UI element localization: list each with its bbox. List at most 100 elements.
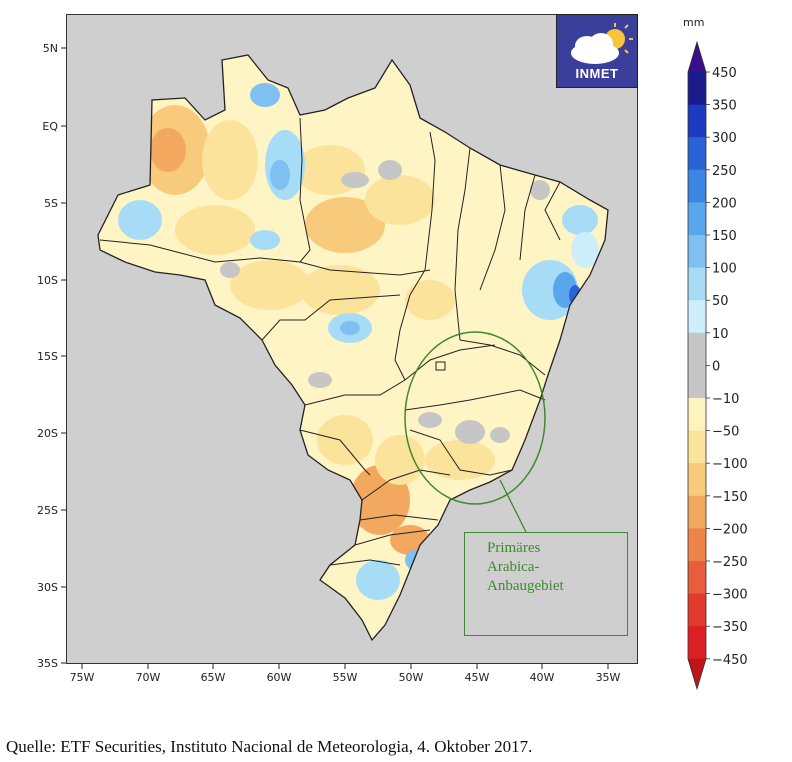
lat-label: 30S	[37, 581, 58, 594]
legend-label: −350	[712, 620, 748, 635]
legend-colorbar	[687, 40, 707, 691]
legend-swatch	[688, 332, 706, 366]
brazil-landmass	[98, 55, 608, 640]
legend-label: −200	[712, 522, 748, 537]
lon-label: 40W	[530, 671, 555, 684]
lon-label: 50W	[399, 671, 424, 684]
anomaly-blob	[378, 160, 402, 180]
anomaly-blob	[202, 120, 258, 200]
coffee-region-circle	[404, 331, 546, 505]
legend-swatch	[688, 104, 706, 138]
anomaly-blob	[455, 420, 485, 444]
anomaly-blob	[317, 415, 373, 465]
legend-label: −50	[712, 425, 739, 440]
legend-label: −250	[712, 555, 748, 570]
lat-label: 5N	[43, 42, 58, 55]
legend-label: 0	[712, 359, 720, 374]
legend-swatch	[688, 365, 706, 399]
lat-label: 25S	[37, 504, 58, 517]
anomaly-blob	[220, 262, 240, 278]
legend-swatch	[688, 463, 706, 497]
source-caption: Quelle: ETF Securities, Instituto Nacion…	[6, 737, 533, 756]
legend-label: −100	[712, 457, 748, 472]
legend-swatch	[688, 561, 706, 595]
anomaly-blob	[308, 372, 332, 388]
lon-label: 55W	[333, 671, 358, 684]
anomaly-blob	[405, 550, 425, 570]
legend-label: 10	[712, 327, 729, 342]
anomaly-blob	[356, 560, 400, 600]
lat-axis	[61, 47, 66, 664]
legend-label: 300	[712, 131, 737, 146]
anomaly-blob	[150, 128, 186, 172]
federal-district-marker	[435, 361, 446, 371]
legend-label: 200	[712, 196, 737, 211]
precipitation-field	[118, 83, 599, 600]
legend-label: 150	[712, 229, 737, 244]
anomaly-blob	[340, 321, 360, 335]
anomaly-blob	[230, 260, 310, 310]
anomaly-blob	[530, 180, 550, 200]
legend-label: 100	[712, 262, 737, 277]
legend-label: −300	[712, 588, 748, 603]
legend-swatch	[688, 593, 706, 627]
anomaly-blob	[175, 205, 255, 255]
anomaly-blob	[305, 197, 385, 253]
lat-label: 15S	[37, 350, 58, 363]
anomaly-blob	[569, 285, 581, 305]
logo-text: INMET	[575, 66, 619, 81]
anomaly-blob	[341, 172, 369, 188]
legend-unit: mm	[683, 16, 705, 29]
anomaly-blob	[405, 280, 455, 320]
legend-swatch	[688, 528, 706, 562]
legend-swatch	[688, 430, 706, 464]
anomaly-blob	[562, 205, 598, 235]
annotation-box: Primäres Arabica- Anbaugebiet	[464, 532, 628, 636]
legend-swatch	[688, 42, 706, 72]
lon-label: 65W	[201, 671, 226, 684]
legend-swatch	[688, 72, 706, 106]
anomaly-blob	[375, 435, 425, 485]
legend-label: −150	[712, 490, 748, 505]
legend-label: −10	[712, 392, 739, 407]
legend-labels: 45035030025020015010050100−10−50−100−150…	[706, 66, 748, 668]
lon-label: 45W	[465, 671, 490, 684]
legend-label: −450	[712, 653, 748, 668]
legend-label: 350	[712, 99, 737, 114]
legend-swatch	[688, 495, 706, 529]
lon-axis	[81, 664, 609, 669]
anomaly-blob	[425, 440, 495, 480]
annotation-leader-line	[499, 479, 527, 533]
cloud-sun-icon	[571, 23, 633, 64]
anomaly-blob	[250, 83, 280, 107]
lat-label: 35S	[37, 657, 58, 670]
lon-label: 70W	[136, 671, 161, 684]
anomaly-blob	[118, 200, 162, 240]
legend-swatch	[688, 137, 706, 171]
legend-label: 50	[712, 294, 729, 309]
anomaly-blob	[365, 175, 435, 225]
annotation-text: Primäres Arabica- Anbaugebiet	[487, 540, 564, 594]
anomaly-blob	[250, 230, 280, 250]
anomaly-blob	[270, 160, 290, 190]
lon-label: 75W	[70, 671, 95, 684]
anomaly-blob	[571, 232, 599, 268]
anomaly-blob	[490, 427, 510, 443]
legend-label: 250	[712, 164, 737, 179]
legend-swatch	[688, 267, 706, 301]
legend-swatch	[688, 202, 706, 236]
lon-label: 60W	[267, 671, 292, 684]
state-boundaries	[99, 117, 561, 566]
legend-swatch	[688, 300, 706, 334]
lat-label: EQ	[42, 120, 58, 133]
legend-label: 450	[712, 66, 737, 81]
anomaly-blob	[418, 412, 442, 428]
anomaly-blob	[300, 265, 380, 315]
legend-swatch	[688, 235, 706, 269]
legend-swatch	[688, 626, 706, 660]
lon-label: 35W	[596, 671, 621, 684]
lat-label: 20S	[37, 427, 58, 440]
legend-swatch	[688, 398, 706, 432]
inmet-logo: INMET	[556, 14, 638, 88]
